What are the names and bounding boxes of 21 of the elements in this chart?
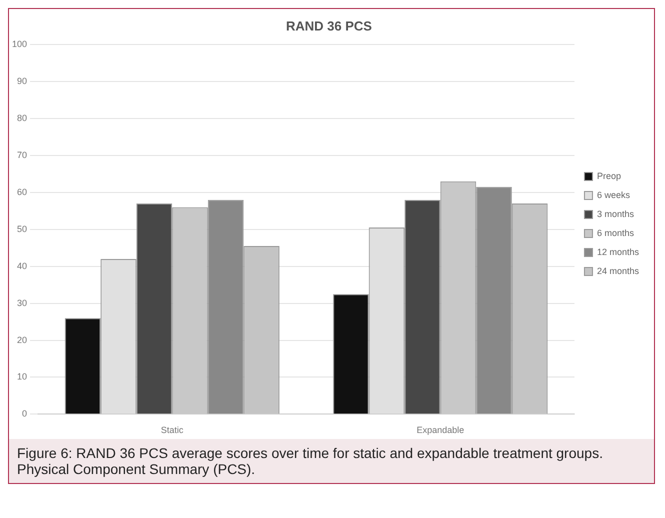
legend-label: 3 months — [596, 208, 634, 219]
y-tick-label: 20 — [17, 334, 28, 345]
legend-label: 24 months — [596, 266, 640, 276]
legend-label: 6 months — [596, 228, 634, 238]
y-tick-label: 60 — [17, 186, 28, 197]
y-tick-label: 100 — [12, 39, 28, 50]
x-tick-label: Static — [160, 425, 184, 436]
x-tick-label: Expandable — [416, 425, 464, 436]
y-tick-label: 0 — [22, 408, 28, 419]
legend-label: Preop — [596, 170, 622, 181]
y-tick-label: 10 — [17, 372, 28, 382]
y-tick-label: 90 — [17, 76, 28, 86]
legend-label: 12 months — [596, 246, 640, 257]
y-tick-label: 50 — [17, 224, 28, 234]
y-tick-label: 80 — [17, 113, 28, 124]
chart-title: RAND 36 PCS — [286, 18, 372, 34]
y-tick-label: 70 — [17, 150, 28, 160]
y-tick-label: 30 — [17, 298, 28, 308]
legend-label: 6 weeks — [596, 190, 630, 200]
caption: Figure 6: RAND 36 PCS average scores over time for static and expandable treatment groups. Physical Component Summary (PCS). — [9, 439, 654, 483]
y-tick-label: 40 — [17, 260, 28, 271]
